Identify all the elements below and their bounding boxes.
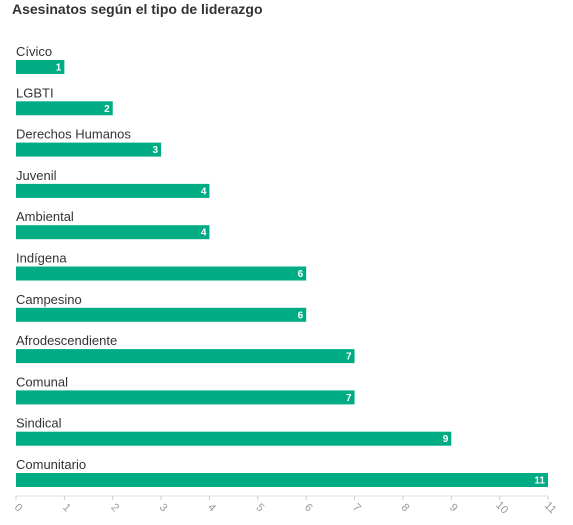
category-label: LGBTI bbox=[16, 85, 54, 100]
bar bbox=[16, 390, 355, 405]
bar-value-label: 4 bbox=[201, 228, 207, 239]
bar-value-label: 2 bbox=[104, 104, 110, 115]
category-label: Indígena bbox=[16, 251, 67, 266]
x-tick-label: 9 bbox=[447, 501, 460, 514]
category-label: Afrodescendiente bbox=[16, 333, 117, 348]
category-label: Campesino bbox=[16, 292, 82, 307]
bar-value-label: 7 bbox=[346, 393, 352, 404]
category-label: Comunal bbox=[16, 374, 68, 389]
x-tick-label: 10 bbox=[493, 499, 510, 516]
category-label: Sindical bbox=[16, 416, 62, 431]
bar-value-label: 6 bbox=[298, 310, 304, 321]
x-tick-label: 11 bbox=[542, 500, 559, 517]
bar-value-label: 7 bbox=[346, 352, 352, 363]
category-label: Ambiental bbox=[16, 209, 74, 224]
bar bbox=[16, 225, 210, 240]
category-label: Derechos Humanos bbox=[16, 127, 131, 142]
bar-value-label: 6 bbox=[298, 269, 304, 280]
category-label: Cívico bbox=[16, 44, 52, 59]
bar-value-label: 4 bbox=[201, 186, 207, 197]
bar bbox=[16, 183, 210, 198]
bar-value-label: 1 bbox=[56, 63, 62, 74]
bar bbox=[16, 473, 548, 487]
bar bbox=[16, 349, 355, 364]
category-label: Juvenil bbox=[16, 168, 57, 183]
bar bbox=[16, 101, 113, 116]
x-tick-label: 0 bbox=[12, 501, 25, 514]
x-tick-label: 7 bbox=[350, 501, 363, 514]
bar bbox=[16, 142, 162, 157]
bar-value-label: 11 bbox=[534, 476, 545, 487]
x-tick-label: 6 bbox=[302, 501, 315, 514]
bar bbox=[16, 307, 307, 322]
x-tick-label: 3 bbox=[157, 501, 170, 514]
x-tick-label: 5 bbox=[254, 501, 267, 514]
bar-value-label: 9 bbox=[443, 434, 449, 445]
bar bbox=[16, 431, 452, 446]
x-tick-label: 8 bbox=[399, 501, 412, 514]
x-tick-label: 4 bbox=[205, 501, 218, 514]
x-tick-label: 2 bbox=[108, 501, 121, 514]
bar-value-label: 3 bbox=[153, 145, 159, 156]
bar bbox=[16, 60, 65, 74]
category-label: Comunitario bbox=[16, 457, 86, 472]
x-tick-label: 1 bbox=[60, 501, 73, 514]
bar bbox=[16, 266, 307, 281]
chart-title: Asesinatos según el tipo de liderazgo bbox=[12, 1, 263, 17]
